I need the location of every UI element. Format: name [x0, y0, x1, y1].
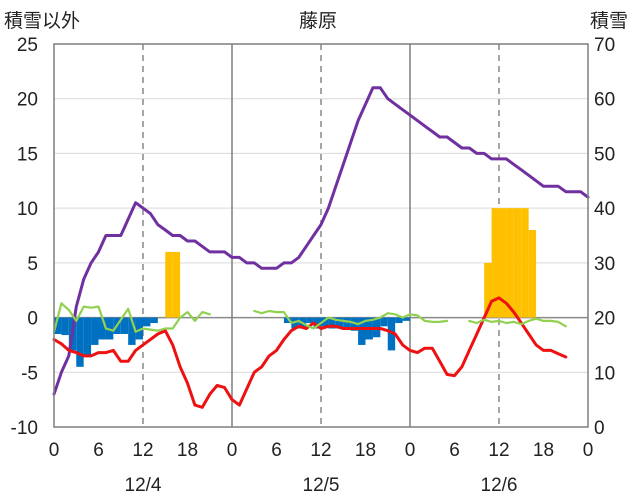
snow-change-bar — [335, 317, 344, 329]
x-axis-tick-label: 12 — [488, 440, 509, 461]
left-axis-tick-label: 20 — [17, 90, 38, 111]
right-axis-title: 積雪 — [590, 10, 629, 32]
x-axis-tick-label: 6 — [93, 440, 104, 461]
left-axis-tick-label: -10 — [11, 418, 38, 439]
date-label: 12/5 — [303, 475, 340, 496]
left-axis-tick-label: -5 — [21, 363, 38, 384]
left-axis-tick-label: 15 — [17, 144, 38, 165]
snow-change-bar — [128, 317, 136, 345]
precip-bar — [513, 208, 522, 318]
precip-bar — [506, 208, 514, 318]
right-axis-tick-label: 20 — [594, 309, 615, 330]
x-axis-tick-label: 6 — [449, 440, 460, 461]
right-axis-tick-label: 70 — [594, 35, 615, 56]
right-axis-tick-label: 0 — [594, 418, 605, 439]
wind-line — [52, 302, 211, 333]
precip-bar — [172, 251, 181, 318]
x-axis-tick-label: 18 — [533, 440, 554, 461]
right-axis-tick-label: 30 — [594, 254, 615, 275]
x-axis-tick-label: 0 — [227, 440, 238, 461]
x-axis-tick-label: 18 — [177, 440, 198, 461]
snow-change-bar — [343, 317, 351, 329]
precip-bar — [521, 208, 529, 318]
date-label: 12/6 — [481, 475, 518, 496]
snow-change-bar — [76, 317, 84, 367]
right-axis-tick-label: 60 — [594, 90, 615, 111]
snow-change-bar — [91, 317, 99, 345]
precip-bar — [491, 208, 499, 318]
x-axis-tick-label: 18 — [355, 440, 376, 461]
x-axis-tick-label: 6 — [271, 440, 282, 461]
snow-depth-line — [52, 86, 590, 396]
snow-change-bar — [61, 317, 69, 336]
snow-change-bar — [120, 317, 129, 334]
snow-change-bar — [135, 317, 143, 340]
snow-change-bar — [358, 317, 366, 345]
precip-bar — [484, 262, 492, 318]
precip-bar — [165, 251, 173, 318]
snow-change-bar — [283, 317, 292, 324]
snow-change-bar — [402, 317, 410, 321]
plot-frame — [53, 43, 589, 428]
right-axis-tick-label: 40 — [594, 199, 615, 220]
snow-change-bar — [150, 317, 158, 324]
left-axis-tick-label: 5 — [27, 254, 38, 275]
snow-change-bar — [380, 317, 388, 327]
snow-change-bar — [313, 317, 321, 329]
left-axis-tick-label: 0 — [27, 309, 38, 330]
left-axis-tick-label: 25 — [17, 35, 38, 56]
snow-change-bar — [306, 317, 314, 324]
snow-change-bar — [98, 317, 106, 340]
chart-title: 藤原 — [298, 10, 338, 32]
right-axis-tick-label: 10 — [594, 363, 615, 384]
x-axis-tick-label: 0 — [49, 440, 60, 461]
snow-change-bar — [395, 317, 403, 324]
x-axis-tick-label: 0 — [405, 440, 416, 461]
left-axis-title: 積雪以外 — [4, 10, 81, 32]
snow-change-bar — [387, 317, 396, 351]
x-axis-tick-label: 0 — [583, 440, 594, 461]
snow-change-bar — [54, 317, 62, 334]
right-axis-tick-label: 50 — [594, 144, 615, 165]
snow-change-bar — [328, 317, 336, 329]
left-axis-tick-label: 10 — [17, 199, 38, 220]
wind-line — [253, 309, 449, 330]
x-axis-tick-label: 12 — [132, 440, 153, 461]
snow-change-bar — [83, 317, 92, 356]
x-axis-tick-label: 12 — [310, 440, 331, 461]
snow-change-bar — [143, 317, 151, 327]
wind-line — [468, 317, 567, 328]
precip-bar — [499, 208, 507, 318]
precip-bar — [528, 230, 537, 318]
date-label: 12/4 — [125, 475, 162, 496]
snow-change-bar — [321, 317, 329, 327]
